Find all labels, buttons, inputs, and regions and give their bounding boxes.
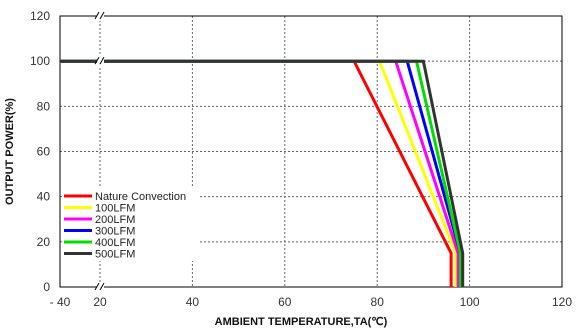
- axis-break-mark: [94, 11, 105, 20]
- legend-label: 300LFM: [95, 226, 135, 238]
- y-tick-label: 20: [37, 235, 51, 249]
- legend-label: Nature Convection: [95, 191, 186, 203]
- y-tick-label: 80: [37, 99, 51, 113]
- y-tick-label: 120: [30, 9, 50, 23]
- axes: [59, 11, 563, 292]
- legend-label: 400LFM: [95, 237, 135, 249]
- x-axis-title: AMBIENT TEMPERATURE,TA(℃): [215, 316, 388, 328]
- x-tick-label: 20: [93, 295, 107, 309]
- series-lines: [60, 56, 465, 287]
- x-tick-label: 60: [278, 295, 292, 309]
- axis-break-mark: [94, 282, 105, 291]
- tick-labels: - 40 20 40 60 80 100 120 0 20 40 60 80 100 120: [30, 9, 572, 309]
- x-tick-label: - 40: [50, 295, 71, 309]
- y-tick-label: 100: [30, 54, 50, 68]
- legend-label: 500LFM: [95, 249, 135, 261]
- legend-label: 100LFM: [95, 203, 135, 215]
- x-tick-label: 80: [371, 295, 385, 309]
- y-tick-label: 60: [37, 145, 51, 159]
- line-break-mark: [94, 56, 105, 65]
- y-axis-title: OUTPUT POWER(%): [4, 98, 16, 205]
- x-tick-label: 40: [186, 295, 200, 309]
- axis-break-gap: [97, 282, 104, 292]
- legend-label: 200LFM: [95, 214, 135, 226]
- y-tick-label: 0: [43, 280, 50, 294]
- legend-background: [62, 188, 198, 261]
- x-tick-label: 120: [552, 295, 572, 309]
- line-break-gap: [97, 56, 104, 67]
- series-line-6: [60, 59, 465, 287]
- axis-break-gap: [97, 11, 104, 21]
- plot-border: [59, 15, 563, 288]
- x-tick-label: 100: [460, 295, 480, 309]
- legend: Nature Convection100LFM200LFM300LFM400LF…: [62, 188, 198, 261]
- y-tick-label: 40: [37, 190, 51, 204]
